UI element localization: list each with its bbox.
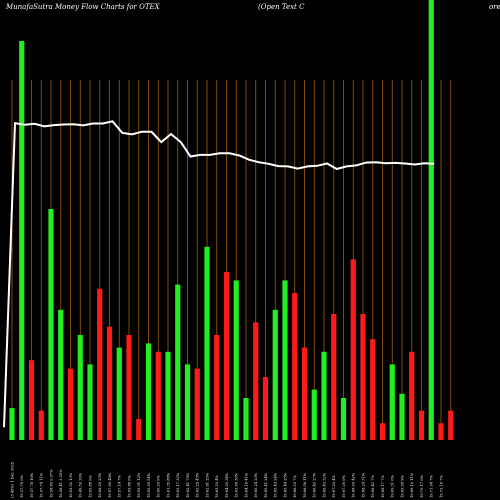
x-tick-label: 19:69.08 9%	[400, 474, 404, 498]
x-tick-label: 19:69.31 0%	[391, 474, 395, 498]
x-tick-label: 19:62.41 79%	[186, 472, 190, 498]
money-flow-bar	[389, 364, 395, 440]
money-flow-bar	[48, 209, 54, 440]
money-flow-bar	[253, 322, 259, 440]
x-tick-label: 19:60.20 0%	[157, 474, 161, 498]
x-tick-label: 19:62.81 25%	[205, 472, 209, 498]
money-flow-bar	[165, 351, 171, 440]
x-tick-label: 19:66.58 11%	[303, 472, 307, 498]
money-flow-bar	[194, 368, 200, 440]
money-flow-bar	[175, 284, 181, 440]
money-flow-bar	[360, 314, 366, 440]
money-flow-bar	[262, 377, 269, 440]
money-flow-bar	[58, 309, 64, 440]
chart-title-left: MunafaSutra Money Flow Charts for OTEX	[5, 3, 161, 11]
x-tick-label: 19:72.16 7%	[439, 474, 443, 498]
money-flow-bar	[321, 351, 327, 440]
x-tick-label: 19:66.42 22%	[322, 472, 326, 498]
money-flow-bar	[233, 280, 239, 440]
x-tick-label: 19:56.20 23%	[98, 472, 102, 498]
money-flow-bar	[204, 246, 210, 440]
x-tick-label: 19:55.88 0%	[88, 474, 92, 498]
money-flow-bar	[331, 314, 337, 440]
money-flow-bar	[87, 364, 93, 440]
x-tick-label: 19:37.76 0%	[20, 474, 24, 498]
money-flow-bar	[438, 423, 444, 440]
money-flow-bar	[214, 335, 220, 440]
x-tick-label: 19:69.10 11%	[410, 472, 414, 498]
x-tick-label: 19:64.29 34%	[225, 472, 229, 498]
x-tick-label: 19:70.17 0%	[420, 474, 424, 498]
money-flow-bar	[106, 326, 113, 440]
x-tick-label: 19:59.95 54%	[147, 472, 151, 498]
x-tick-label: 19:37.78 16%	[30, 472, 34, 498]
money-flow-bar	[145, 343, 152, 440]
money-flow-bar	[116, 347, 122, 440]
money-flow-bar	[399, 393, 405, 440]
x-tick-label: 19:63.20 4%	[215, 474, 219, 498]
x-tick-label: 19:65.44 25%	[283, 472, 287, 498]
money-flow-bar	[418, 410, 425, 440]
money-flow-bar	[311, 389, 317, 440]
money-flow-bar	[272, 309, 278, 440]
x-tick-label: 19:62.17 22%	[176, 472, 180, 498]
x-tick-label: 19:63.96 30%	[235, 472, 239, 498]
money-flow-bar	[301, 347, 308, 440]
money-flow-bar	[136, 419, 142, 440]
money-flow-bar	[184, 364, 191, 440]
money-flow-bar	[409, 351, 415, 440]
x-tick-label: 19:68.03 42%	[352, 472, 356, 498]
money-flow-bar	[370, 339, 376, 440]
money-flow-bar	[155, 351, 161, 440]
money-flow-bar	[97, 288, 103, 440]
x-tick-label: 19:66.53 7%	[293, 474, 297, 498]
x-tick-label: 19:59.88 0%	[127, 474, 131, 498]
money-flow-bar	[428, 0, 434, 440]
money-flow-bar	[350, 259, 356, 440]
x-tick-label: 19:71.04 7%	[430, 474, 434, 498]
money-flow-bar	[448, 410, 454, 440]
x-axis-tick-labels: (3.45%) 1 Dec 2025 19:37.76 0% 19:37.78 16…	[10, 461, 443, 498]
x-tick-label: 19:52.52 13%	[69, 472, 73, 498]
x-tick-label: 19:67.20 4%	[332, 474, 336, 498]
money-flow-bar	[379, 423, 386, 440]
x-tick-label: 19:49.50 26%	[79, 472, 83, 498]
money-flow-bar	[38, 410, 44, 440]
x-tick-label: 19:66.45 27%	[313, 472, 317, 498]
chart-title-mid: (Open Text C	[258, 3, 305, 11]
money-flow-bar	[223, 272, 230, 440]
money-flow-bar	[282, 280, 288, 440]
x-tick-label: 19:59.91 12%	[137, 472, 141, 498]
x-tick-label: 19:64.18 41%	[244, 472, 248, 498]
money-flow-bar	[243, 398, 249, 440]
x-tick-label: 19:37.74 11%	[40, 472, 44, 498]
x-tick-label: 19:65.41 24%	[264, 472, 268, 498]
money-flow-bar	[67, 368, 74, 440]
money-flow-bar	[340, 398, 347, 440]
chart-title-right: ore	[489, 3, 500, 11]
x-tick-label: 19:65.24 23%	[254, 472, 258, 498]
money-flow-bar	[126, 335, 132, 440]
x-tick-label: 19:62.25 43%	[196, 472, 200, 498]
x-tick-label: 19:61.35 88%	[166, 472, 170, 498]
x-tick-label: 19:67.26 0%	[342, 474, 346, 498]
money-flow-bar	[19, 41, 25, 440]
money-flow-bar	[77, 335, 83, 440]
x-tick-label: (3.45%) 1 Dec 2025	[10, 461, 14, 498]
x-tick-label: 19:68.42 7%	[371, 474, 375, 498]
x-tick-label: 19:68.17 7%	[381, 474, 385, 498]
money-flow-bar	[28, 360, 35, 440]
x-tick-label: 19:57.65 48%	[108, 472, 112, 498]
money-flow-bar	[292, 293, 298, 440]
price-line-path	[3, 120, 435, 428]
x-tick-label: 19:65.43 24%	[274, 472, 278, 498]
money-flow-bar	[9, 408, 15, 440]
x-tick-label: 19:68.24 31%	[361, 472, 365, 498]
x-tick-label: 19:38.41 3.25%	[59, 469, 63, 498]
price-line	[3, 120, 435, 428]
x-tick-label: 19:38.80 0.37%	[49, 469, 53, 498]
money-flow-bars	[9, 0, 454, 440]
x-tick-label: 19:57.14 7%	[118, 474, 122, 498]
